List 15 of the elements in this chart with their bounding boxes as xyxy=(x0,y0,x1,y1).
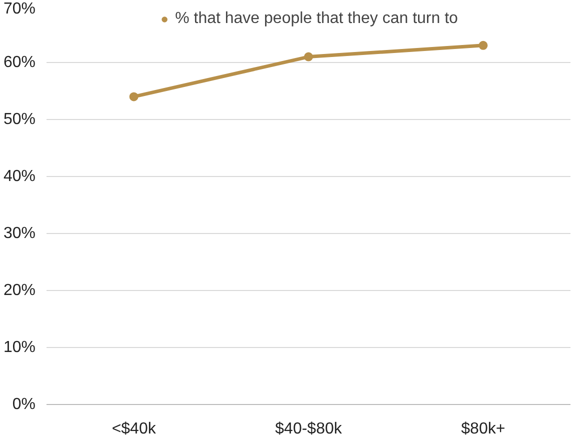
y-tick-label: 10% xyxy=(3,339,36,356)
y-tick-label: 50% xyxy=(3,111,36,128)
point xyxy=(478,40,488,50)
y-tick-label: 0% xyxy=(12,396,36,413)
y-tick-label: 30% xyxy=(3,225,36,242)
y-tick-label: 20% xyxy=(3,282,36,299)
x-tick-label: $40-$80k xyxy=(275,420,343,438)
point xyxy=(129,92,138,102)
point xyxy=(304,52,313,62)
x-tick-label: <$40k xyxy=(112,420,157,438)
y-tick-label: 60% xyxy=(3,54,36,71)
y-tick-label: 40% xyxy=(3,168,36,185)
x-tick-label: $80k+ xyxy=(461,420,506,438)
y-tick-label: 70% xyxy=(3,0,36,18)
legend-label: % that have people that they can turn to xyxy=(175,10,458,28)
